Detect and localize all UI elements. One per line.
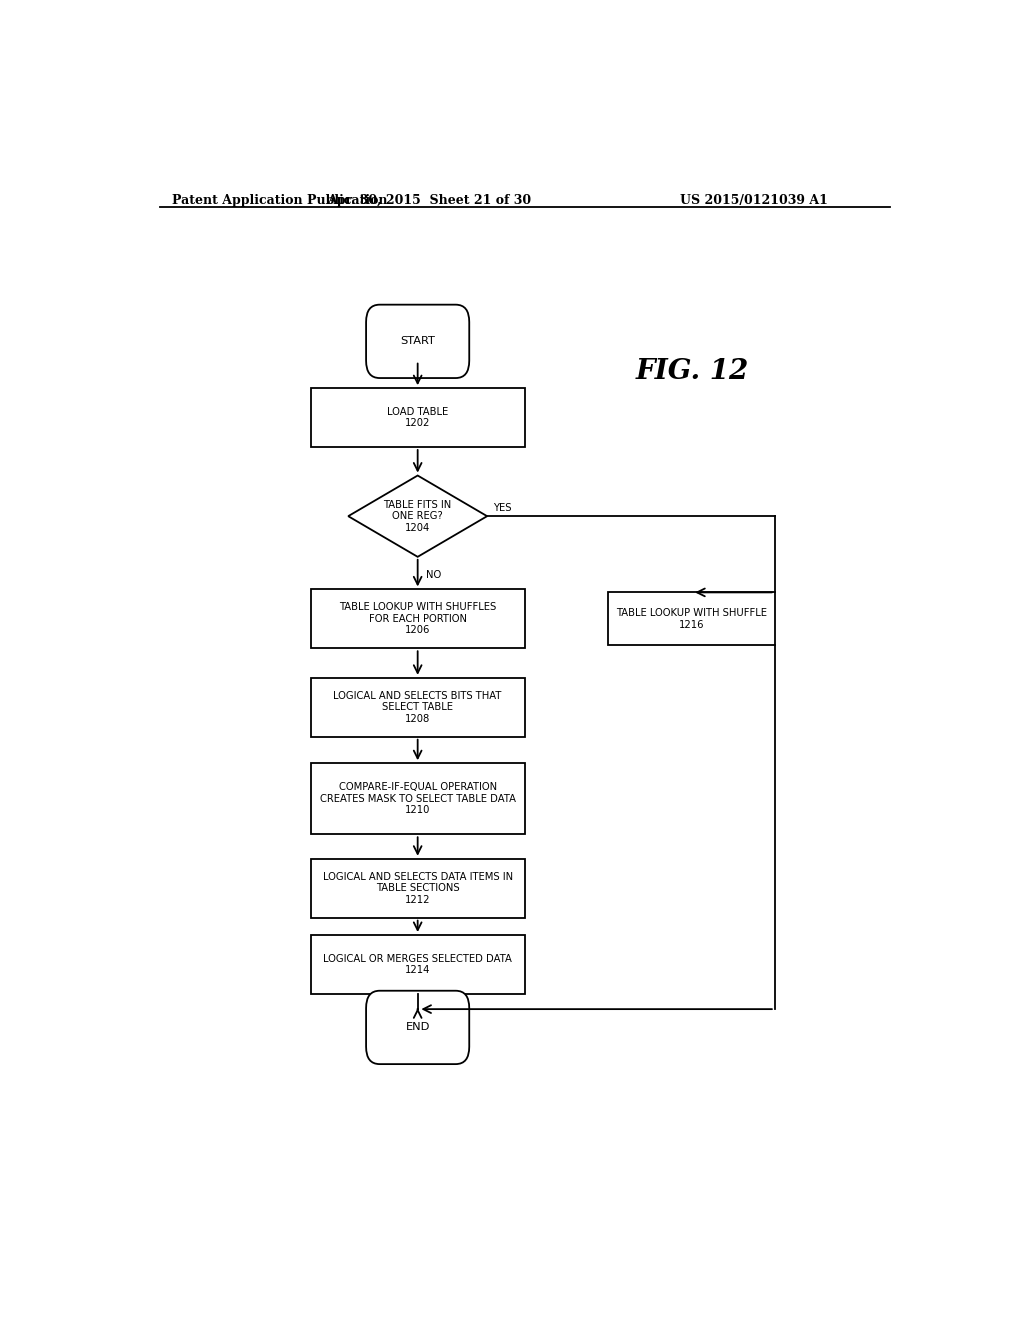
Text: TABLE LOOKUP WITH SHUFFLES
FOR EACH PORTION
1206: TABLE LOOKUP WITH SHUFFLES FOR EACH PORT…	[339, 602, 497, 635]
Polygon shape	[348, 475, 487, 557]
Text: LOGICAL AND SELECTS DATA ITEMS IN
TABLE SECTIONS
1212: LOGICAL AND SELECTS DATA ITEMS IN TABLE …	[323, 871, 513, 904]
Text: Apr. 30, 2015: Apr. 30, 2015	[684, 194, 777, 207]
FancyBboxPatch shape	[310, 935, 524, 994]
Text: END: END	[406, 1023, 430, 1032]
FancyBboxPatch shape	[367, 305, 469, 378]
Text: NO: NO	[426, 570, 441, 579]
Text: LOAD TABLE
1202: LOAD TABLE 1202	[387, 407, 449, 429]
Text: TABLE LOOKUP WITH SHUFFLE
1216: TABLE LOOKUP WITH SHUFFLE 1216	[616, 609, 767, 630]
FancyBboxPatch shape	[310, 763, 524, 834]
FancyBboxPatch shape	[310, 859, 524, 917]
FancyBboxPatch shape	[367, 991, 469, 1064]
FancyBboxPatch shape	[608, 593, 775, 645]
Text: TABLE FITS IN
ONE REG?
1204: TABLE FITS IN ONE REG? 1204	[384, 499, 452, 533]
Text: Patent Application Publication: Patent Application Publication	[172, 194, 387, 207]
FancyBboxPatch shape	[310, 388, 524, 447]
Text: US 2015/0121039 A1: US 2015/0121039 A1	[680, 194, 827, 207]
Text: LOGICAL AND SELECTS BITS THAT
SELECT TABLE
1208: LOGICAL AND SELECTS BITS THAT SELECT TAB…	[334, 690, 502, 723]
FancyBboxPatch shape	[310, 677, 524, 737]
Text: YES: YES	[494, 503, 512, 513]
Text: FIG. 12: FIG. 12	[636, 358, 750, 385]
Text: START: START	[400, 337, 435, 346]
FancyBboxPatch shape	[310, 589, 524, 648]
Text: LOGICAL OR MERGES SELECTED DATA
1214: LOGICAL OR MERGES SELECTED DATA 1214	[324, 953, 512, 975]
Text: Apr. 30, 2015  Sheet 21 of 30: Apr. 30, 2015 Sheet 21 of 30	[328, 194, 531, 207]
Text: COMPARE-IF-EQUAL OPERATION
CREATES MASK TO SELECT TABLE DATA
1210: COMPARE-IF-EQUAL OPERATION CREATES MASK …	[319, 783, 516, 816]
